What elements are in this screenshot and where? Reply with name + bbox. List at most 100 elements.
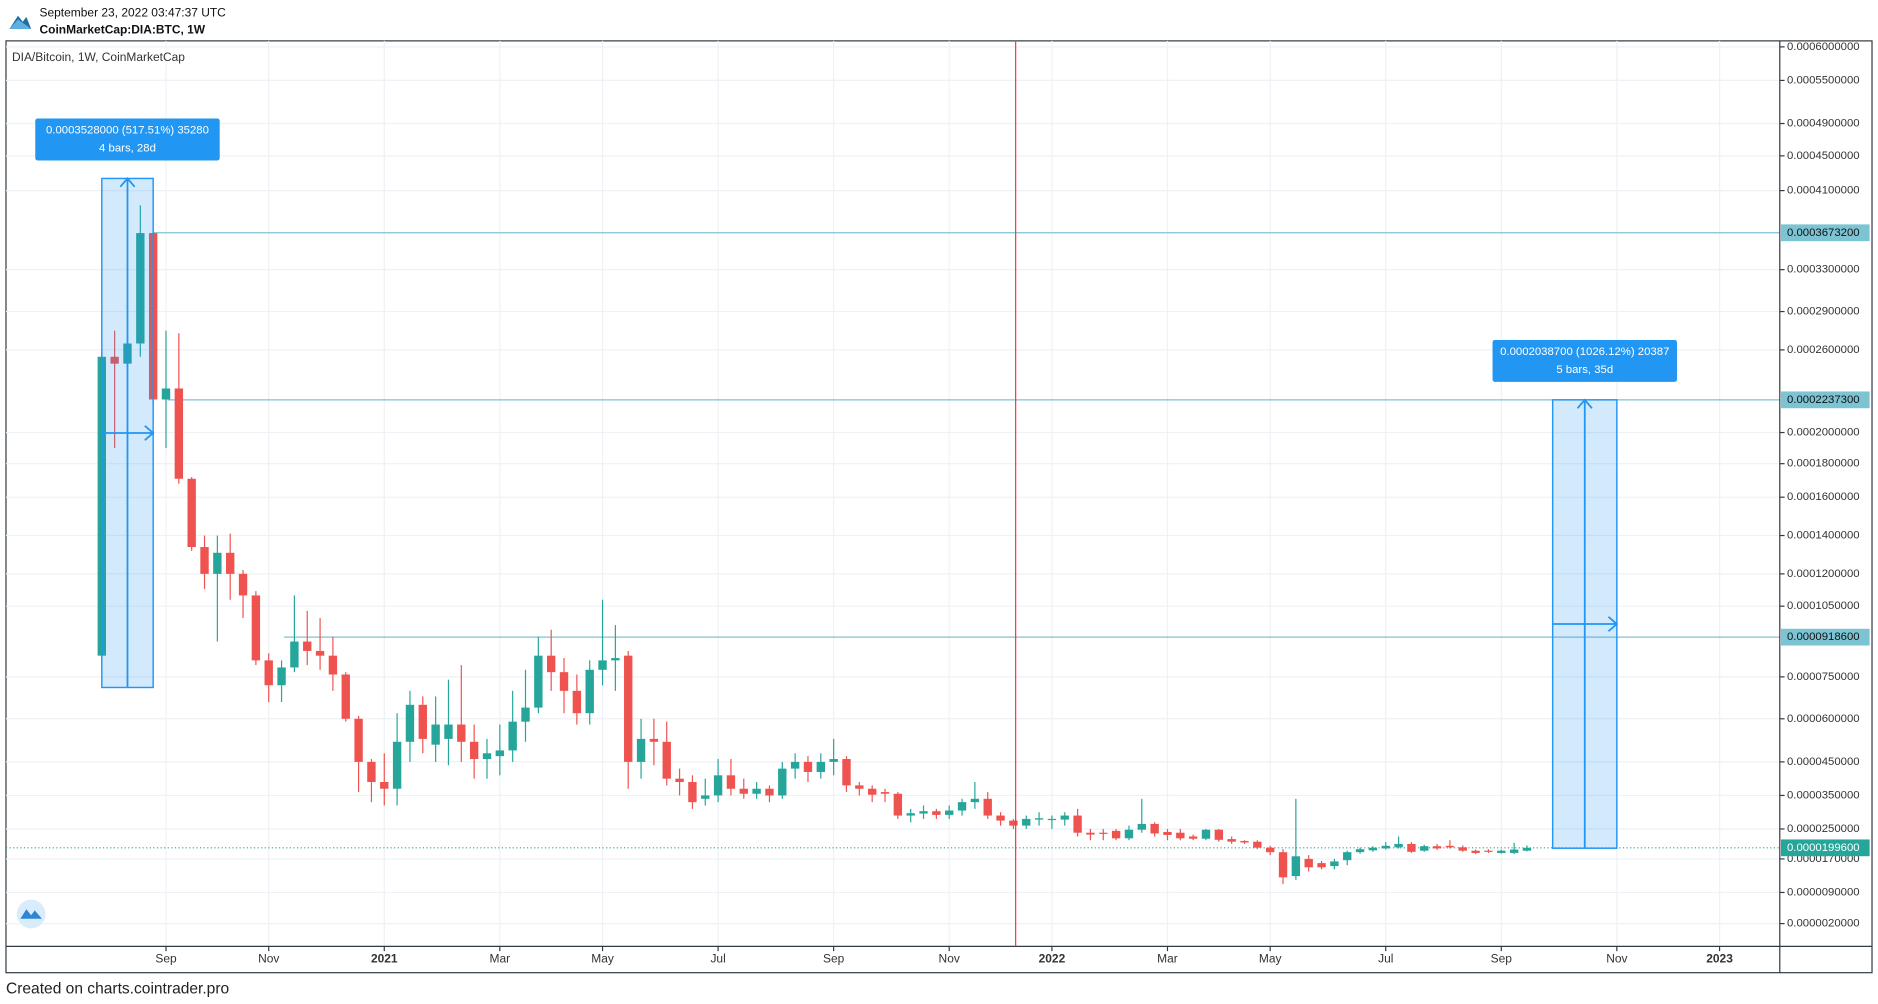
y-tick-label: 0.0000350000 [1787, 789, 1860, 801]
candle-body [1304, 858, 1313, 868]
candle-body [1188, 836, 1198, 839]
candle-body [431, 724, 440, 745]
price-label: 0.0000918600 [1787, 631, 1860, 643]
candle-body [1420, 846, 1429, 851]
candle-body [829, 759, 838, 762]
candle-body [970, 798, 980, 803]
candle-body [238, 573, 248, 596]
candle-body [1497, 850, 1506, 853]
candle-body [1432, 846, 1442, 849]
candle-body [469, 741, 479, 760]
candle-body [1137, 823, 1146, 830]
price-label-box [1780, 391, 1870, 409]
last-price-label-box [1780, 839, 1870, 857]
candle-body [662, 741, 671, 779]
measure-label: 0.0003528000 (517.51%) 35280 [46, 125, 209, 137]
candle-body [1330, 861, 1339, 867]
candle-body [701, 795, 710, 799]
candle-body [1201, 829, 1211, 839]
candle-body [1227, 839, 1236, 842]
candle-body [932, 811, 941, 815]
chart-legend: DIA/Bitcoin, 1W, CoinMarketCap [12, 50, 185, 64]
candle-body [264, 660, 273, 686]
candle-body [1355, 849, 1365, 853]
candle-body [495, 750, 505, 757]
candle-body [585, 669, 594, 714]
x-tick-label: Sep [1491, 952, 1513, 966]
candle-body [521, 707, 530, 722]
candle-body [367, 761, 376, 783]
candle-body [816, 761, 826, 772]
candle-body [136, 233, 145, 344]
candle-body [649, 738, 659, 742]
candle-body [1073, 815, 1082, 833]
candle-body [1009, 820, 1018, 826]
measure-label-box [1492, 339, 1677, 382]
symbol: CoinMarketCap:DIA:BTC, 1W [40, 22, 206, 36]
measure-sublabel: 5 bars, 35d [1556, 364, 1613, 376]
watermark-logo [16, 899, 46, 929]
candle-body [1111, 830, 1121, 839]
candle-body [303, 641, 312, 651]
candle-body [354, 718, 363, 762]
candle-body [1163, 831, 1172, 835]
candle-body [790, 761, 800, 769]
x-tick-label: Sep [155, 952, 177, 966]
y-tick-label: 0.0000090000 [1787, 886, 1860, 898]
candle-body [688, 782, 697, 803]
candle-body [1060, 815, 1069, 820]
candle-body [945, 810, 954, 815]
measure-sublabel: 4 bars, 28d [99, 142, 156, 154]
candle-body [508, 721, 517, 751]
y-tick-label: 0.0002900000 [1787, 306, 1860, 318]
candle-body [1022, 818, 1031, 826]
candle-body [636, 738, 646, 762]
candle-body [957, 802, 967, 811]
candle-body [778, 768, 787, 796]
candle-body [1317, 863, 1326, 868]
candle-body [277, 667, 286, 686]
candle-body [919, 811, 928, 814]
y-tick-label: 0.0001400000 [1787, 530, 1860, 542]
candle-body [1176, 832, 1185, 839]
candle-body [110, 356, 119, 364]
timestamp: September 23, 2022 03:47:37 UTC [40, 5, 227, 19]
candle-body [290, 641, 299, 668]
measure-label-box [35, 118, 220, 161]
y-tick-label: 0.0001800000 [1787, 458, 1860, 470]
candle-body [1150, 823, 1159, 834]
candle-body [739, 788, 748, 794]
candle-body [187, 478, 196, 548]
candle-body [598, 660, 607, 670]
chart-layer: 0.0003528000 (517.51%) 35280 4 bars, 28d 0… [5, 40, 1780, 947]
x-tick-label: Nov [939, 952, 960, 966]
x-tick-label: 2021 [371, 952, 398, 966]
candle-body [893, 793, 903, 816]
candle-body [572, 690, 582, 714]
candle-body [1240, 840, 1249, 843]
candle-body [1265, 847, 1275, 853]
y-tick-label: 0.0004500000 [1787, 150, 1860, 162]
candle-body [1381, 845, 1390, 849]
price-label-box [1780, 628, 1870, 646]
candle-body [624, 655, 633, 762]
candle-body [251, 595, 261, 661]
y-tick-label: 0.0000450000 [1787, 756, 1860, 768]
y-tick-label: 0.0000020000 [1787, 918, 1860, 930]
y-tick-label: 0.0004900000 [1787, 118, 1860, 130]
y-tick-label: 0.0001200000 [1787, 568, 1860, 580]
x-tick-label: 2022 [1039, 952, 1066, 966]
candle-body [213, 552, 222, 574]
price-label: 0.0003673200 [1787, 227, 1860, 239]
candle-body [867, 788, 877, 795]
y-tick-label: 0.0000600000 [1787, 713, 1860, 725]
candle-body [380, 782, 389, 789]
site-logo [9, 9, 32, 29]
candle-body [1407, 843, 1416, 852]
measure-arrowhead [144, 425, 155, 441]
x-tick-label: Jul [1378, 952, 1393, 966]
candle-body [1034, 818, 1044, 820]
candle-body [1124, 829, 1134, 839]
